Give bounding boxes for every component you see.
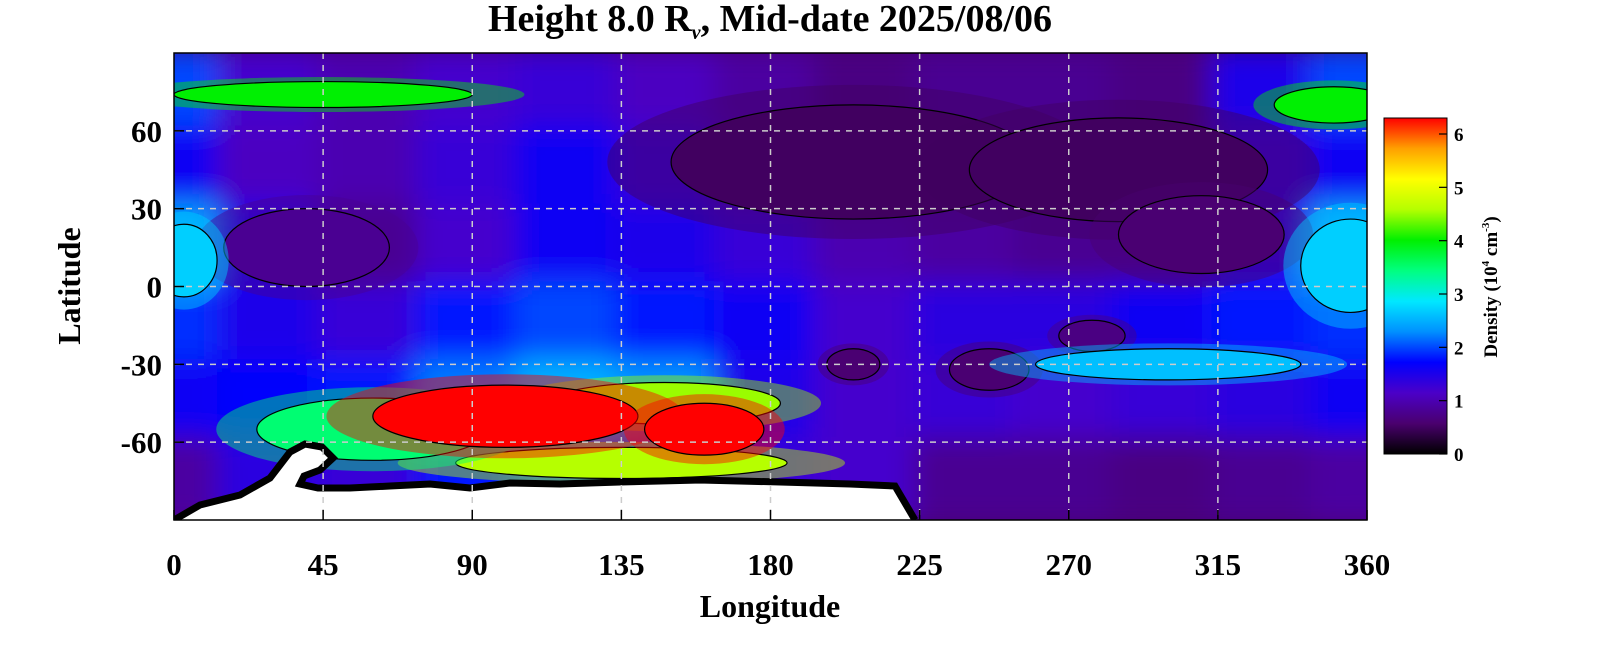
field-cell: [1310, 359, 1367, 448]
field-cell: [515, 53, 629, 137]
field-cell: [217, 281, 330, 370]
y-tick-label: -60: [121, 425, 162, 460]
density-field: [174, 53, 1367, 520]
y-tick-label: 60: [131, 114, 162, 149]
colorbar-label: Density (104 cm-3): [1480, 216, 1502, 357]
density-feature: [948, 348, 1030, 391]
x-tick-label: 270: [1046, 547, 1093, 582]
colorbar: 0 1 2 3 4 5 6 Density (104 cm-3): [1383, 117, 1502, 466]
field-cell: [316, 125, 430, 214]
y-axis-ticks: 60 30 0 -30 -60: [121, 114, 184, 460]
field-cell: [912, 436, 1026, 520]
colorbar-tick-label: 6: [1454, 125, 1464, 146]
field-cell: [1111, 436, 1225, 520]
colorbar-tick-label: 0: [1454, 445, 1464, 466]
y-tick-label: 0: [147, 270, 163, 305]
density-feature: [1035, 348, 1302, 381]
no-data-rim: [174, 440, 919, 520]
x-tick-label: 135: [598, 547, 645, 582]
colorbar-gradient: [1383, 117, 1448, 455]
field-cell: [515, 125, 629, 214]
density-feature: [1300, 218, 1367, 314]
density-feature: [643, 402, 765, 456]
density-feature: [1273, 86, 1367, 124]
x-tick-label: 360: [1344, 547, 1391, 582]
x-tick-label: 315: [1195, 547, 1242, 582]
field-cell: [1211, 436, 1324, 520]
x-axis-ticks: 0 45 90 135 180 225 270 315 360: [166, 510, 1390, 582]
field-cell: [217, 125, 330, 214]
colorbar-tick-label: 5: [1454, 178, 1464, 199]
field-cell: [1310, 436, 1367, 520]
density-feature: [223, 208, 391, 288]
y-tick-label: 30: [131, 192, 162, 227]
density-feature: [1117, 195, 1285, 275]
x-tick-label: 180: [747, 547, 794, 582]
x-tick-label: 225: [896, 547, 943, 582]
x-tick-label: 45: [308, 547, 339, 582]
density-feature: [372, 384, 639, 448]
field-cell: [515, 281, 629, 370]
field-cell: [316, 281, 430, 370]
x-axis-title: Longitude: [700, 588, 840, 624]
density-feature: [174, 223, 218, 298]
colorbar-tick-label: 1: [1454, 392, 1464, 413]
y-tick-label: -30: [121, 347, 162, 382]
grid-lines: [174, 53, 1367, 520]
field-cell: [614, 281, 728, 370]
field-cell: [1310, 125, 1367, 214]
no-data-region: [174, 444, 915, 520]
field-cell: [614, 53, 728, 137]
x-tick-label: 0: [166, 547, 182, 582]
field-cell: [614, 203, 728, 292]
chart-title: Height 8.0 Rv, Mid-date 2025/08/06: [488, 0, 1052, 44]
field-cell: [515, 203, 629, 292]
colorbar-tick-label: 3: [1454, 285, 1464, 306]
colorbar-tick-label: 2: [1454, 338, 1464, 359]
field-cell: [912, 203, 1026, 292]
x-tick-label: 90: [457, 547, 488, 582]
colorbar-tick-label: 4: [1454, 232, 1464, 253]
y-axis-title: Latitude: [51, 227, 87, 344]
